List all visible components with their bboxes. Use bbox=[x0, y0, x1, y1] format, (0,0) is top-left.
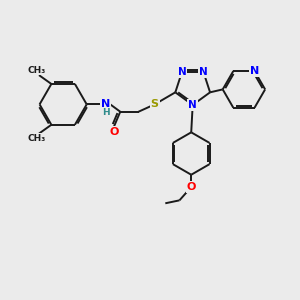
Text: S: S bbox=[151, 99, 159, 110]
Text: N: N bbox=[199, 67, 208, 77]
Text: N: N bbox=[178, 67, 186, 77]
Text: CH₃: CH₃ bbox=[28, 66, 46, 75]
Text: H: H bbox=[102, 108, 110, 117]
Text: N: N bbox=[101, 99, 110, 109]
Text: CH₃: CH₃ bbox=[28, 134, 46, 143]
Text: O: O bbox=[187, 182, 196, 192]
Text: O: O bbox=[109, 127, 119, 137]
Text: N: N bbox=[188, 100, 197, 110]
Text: N: N bbox=[250, 66, 259, 76]
